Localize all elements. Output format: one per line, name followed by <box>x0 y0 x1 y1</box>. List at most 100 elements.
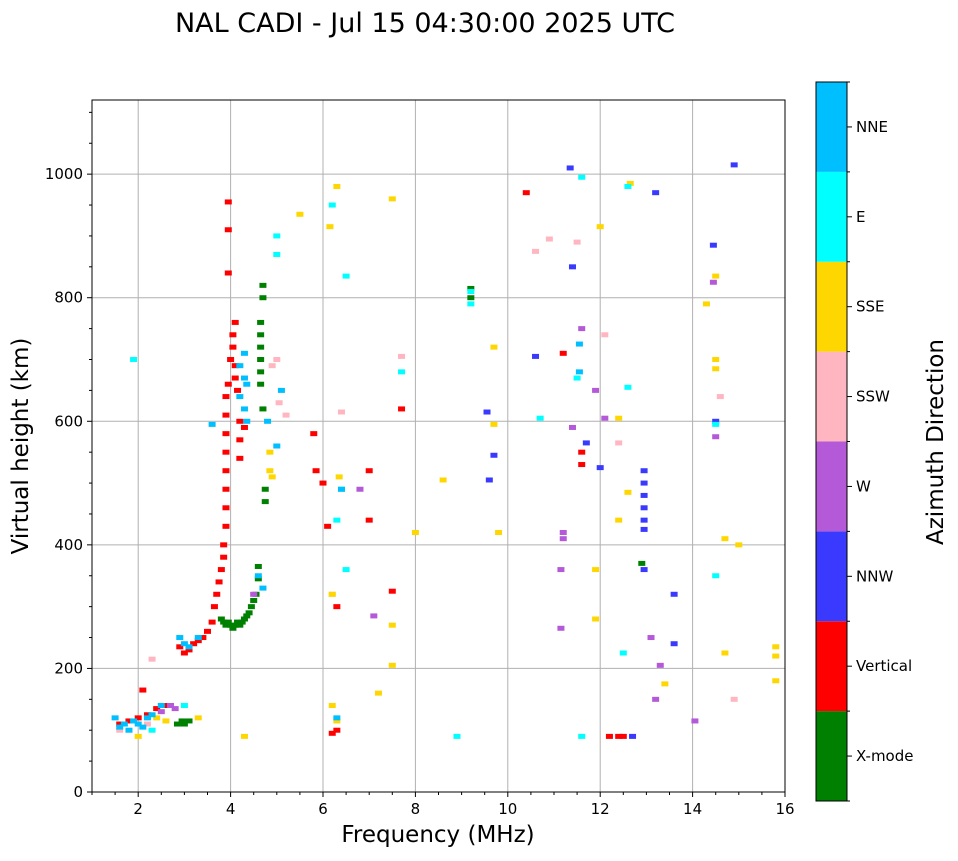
data-point <box>566 165 574 171</box>
data-point <box>231 319 239 325</box>
x-axis-ticks: 2 4 6 8 10 12 14 16 <box>91 792 795 818</box>
data-point <box>721 650 729 656</box>
data-point <box>224 619 232 625</box>
data-point <box>116 727 124 733</box>
series-sse <box>134 180 780 739</box>
data-point <box>640 468 648 474</box>
data-point <box>388 196 396 202</box>
data-point <box>483 409 491 415</box>
data-point <box>148 712 156 718</box>
data-point <box>231 622 239 628</box>
data-point <box>592 567 600 573</box>
data-point <box>224 270 232 276</box>
data-point <box>545 236 553 242</box>
data-point <box>208 421 216 427</box>
colorbar-tick-label: Vertical <box>856 657 912 675</box>
data-point <box>229 344 237 350</box>
data-point <box>640 567 648 573</box>
data-point <box>388 622 396 628</box>
colorbar-tick-label: SSE <box>856 298 885 316</box>
data-point <box>596 465 604 471</box>
data-point <box>532 353 540 359</box>
data-point <box>234 619 242 625</box>
data-point <box>615 415 623 421</box>
data-point <box>180 641 188 647</box>
data-point <box>356 486 364 492</box>
data-point <box>250 591 258 597</box>
data-point <box>638 560 646 566</box>
data-point <box>185 647 193 653</box>
data-point <box>388 662 396 668</box>
data-point <box>342 273 350 279</box>
data-point <box>222 431 230 437</box>
data-point <box>772 653 780 659</box>
data-point <box>130 718 138 724</box>
y-tick-label: 1000 <box>45 165 83 183</box>
data-point <box>120 721 128 727</box>
data-point <box>222 622 230 628</box>
data-point <box>275 400 283 406</box>
data-point <box>578 326 586 332</box>
data-point <box>559 536 567 542</box>
data-point <box>716 394 724 400</box>
data-point <box>236 418 244 424</box>
data-point <box>236 437 244 443</box>
data-point <box>578 733 586 739</box>
data-point <box>254 576 262 582</box>
data-point <box>730 696 738 702</box>
data-point <box>453 733 461 739</box>
data-point <box>532 248 540 254</box>
data-point <box>312 468 320 474</box>
data-point <box>702 301 710 307</box>
y-tick-label: 600 <box>54 412 83 430</box>
data-point <box>220 554 228 560</box>
data-point <box>573 239 581 245</box>
data-point <box>157 709 165 715</box>
data-point <box>240 616 248 622</box>
data-point <box>337 409 345 415</box>
colorbar-tick-label: NNW <box>856 567 893 585</box>
data-point <box>148 727 156 733</box>
data-point <box>257 332 265 338</box>
data-point <box>116 724 124 730</box>
data-point <box>204 628 211 634</box>
data-point <box>268 474 276 480</box>
colorbar-tick-label: NNE <box>856 118 888 136</box>
data-point <box>326 224 334 230</box>
data-point <box>222 505 230 511</box>
data-point <box>333 604 341 610</box>
data-point <box>735 542 743 548</box>
data-point <box>190 641 198 647</box>
data-point <box>495 530 503 535</box>
series-x-mode <box>173 282 646 727</box>
data-point <box>615 733 623 739</box>
plot-frame <box>91 99 786 793</box>
data-point <box>153 715 161 721</box>
data-point <box>619 650 627 656</box>
data-point <box>328 730 336 736</box>
data-point <box>640 480 648 486</box>
data-point <box>772 644 780 650</box>
data-point <box>266 468 274 474</box>
data-point <box>240 406 248 412</box>
data-point <box>335 474 343 480</box>
colorbar-tick-label: SSW <box>856 388 890 406</box>
data-point <box>180 703 188 708</box>
colorbar-tick-label: X-mode <box>856 747 913 765</box>
colorbar-tick-label: W <box>856 477 871 495</box>
data-point <box>264 418 272 424</box>
data-point <box>176 635 184 641</box>
data-point <box>370 613 378 619</box>
data-point <box>712 273 720 279</box>
x-tick-label: 2 <box>133 800 143 818</box>
data-point <box>222 394 230 400</box>
data-point <box>619 733 627 739</box>
data-point <box>243 381 251 387</box>
data-point <box>578 462 586 468</box>
data-point <box>712 418 720 424</box>
data-point <box>236 363 244 369</box>
data-point <box>247 604 255 610</box>
data-point <box>365 468 373 474</box>
data-point <box>148 656 156 662</box>
data-points <box>111 162 780 739</box>
